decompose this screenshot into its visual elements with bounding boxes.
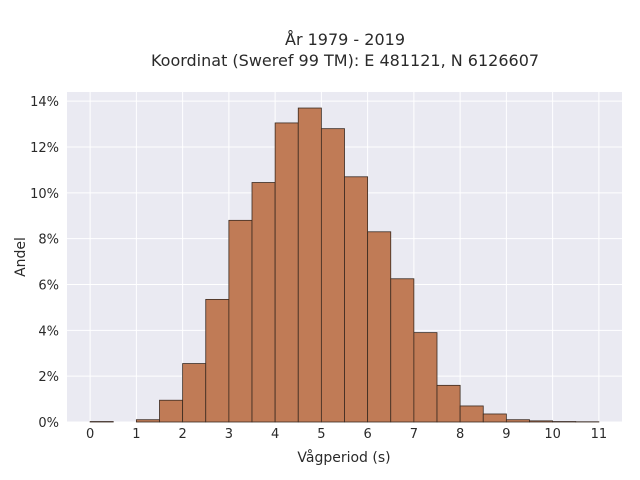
x-tick-label: 8 (456, 427, 464, 442)
histogram-bar-5 (228, 219, 253, 423)
x-tick-label: 2 (178, 427, 186, 442)
histogram-bar-4 (205, 298, 230, 423)
y-tick-label: 8% (38, 233, 59, 248)
histogram-bar-14 (436, 384, 461, 423)
histogram-bar-12 (390, 278, 415, 423)
histogram-bar-7 (274, 122, 299, 423)
x-axis-ticks: 0 1 2 3 4 5 6 7 8 9 10 11 (86, 427, 607, 442)
x-tick-label: 9 (502, 427, 510, 442)
y-axis-label: Andel (13, 237, 29, 277)
y-tick-label: 12% (30, 141, 59, 156)
y-axis-ticks: 0% 2% 4% 6% 8% 10% 12% 14% (30, 95, 59, 431)
x-tick-label: 10 (544, 427, 561, 442)
histogram-bar-9 (320, 128, 345, 423)
x-tick-label: 0 (86, 427, 94, 442)
histogram-bar-11 (367, 231, 392, 423)
histogram-bar-8 (297, 107, 322, 423)
chart-title: År 1979 - 2019 (285, 30, 405, 49)
y-tick-label: 14% (30, 95, 59, 110)
x-tick-label: 6 (363, 427, 371, 442)
histogram-bar-13 (413, 332, 438, 423)
histogram-bar-16 (482, 413, 507, 423)
histogram-bar-17 (505, 419, 530, 423)
x-tick-label: 5 (317, 427, 325, 442)
x-axis-label: Vågperiod (s) (297, 449, 390, 466)
y-tick-label: 2% (38, 370, 59, 385)
histogram-bar-10 (344, 176, 369, 423)
histogram-bar-3 (182, 363, 207, 423)
histogram-bar-18 (529, 420, 554, 423)
histogram-bar-1 (135, 419, 160, 423)
y-tick-label: 10% (30, 187, 59, 202)
x-tick-label: 11 (591, 427, 608, 442)
y-tick-label: 6% (38, 279, 59, 294)
histogram-bar-15 (459, 405, 484, 423)
histogram-bars (89, 107, 600, 423)
x-tick-label: 1 (132, 427, 140, 442)
x-tick-label: 4 (271, 427, 279, 442)
y-tick-label: 4% (38, 324, 59, 339)
x-tick-label: 3 (225, 427, 233, 442)
histogram-bar-2 (159, 399, 184, 423)
y-tick-label: 0% (38, 416, 59, 431)
histogram-bar-6 (251, 182, 276, 423)
x-tick-label: 7 (410, 427, 418, 442)
chart-subtitle: Koordinat (Sweref 99 TM): E 481121, N 61… (151, 51, 539, 70)
